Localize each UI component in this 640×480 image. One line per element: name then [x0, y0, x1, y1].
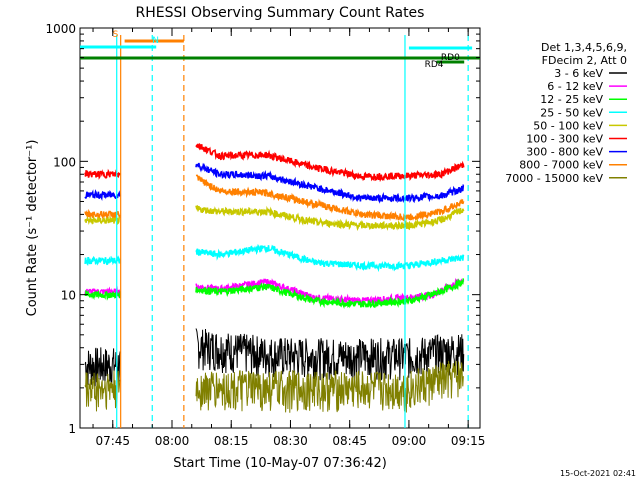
x-axis-label: Start Time (10-May-07 07:36:42) — [173, 456, 387, 471]
y-tick-label: 1 — [68, 422, 76, 436]
series-line — [84, 189, 121, 201]
footer-timestamp: 15-Oct-2021 02:41 — [560, 469, 636, 478]
legend-entry-label: 300 - 800 keV — [526, 146, 603, 159]
y-tick-label: 10 — [61, 289, 76, 303]
x-tick-label: 08:30 — [273, 434, 308, 448]
flag-label: S — [113, 30, 119, 40]
legend-entry-label: 7000 - 15000 keV — [505, 172, 603, 185]
series-line — [195, 360, 465, 413]
legend-entry-label: 800 - 7000 keV — [519, 159, 603, 172]
flag-label: RD0 — [441, 53, 460, 63]
flag-label: RD4 — [425, 60, 444, 70]
y-tick-label: 1000 — [45, 22, 76, 36]
legend-entry-label: 50 - 100 keV — [533, 119, 603, 132]
x-tick-label: 08:00 — [155, 434, 190, 448]
series-line — [195, 162, 465, 204]
plot-area-border — [79, 27, 481, 429]
series-line — [84, 370, 121, 412]
series-line — [84, 255, 121, 267]
series-line — [84, 168, 121, 180]
series-line — [84, 208, 121, 220]
legend-entry-label: 6 - 12 keV — [547, 80, 603, 93]
series-line — [195, 204, 465, 231]
chart-title: RHESSI Observing Summary Count Rates — [136, 5, 425, 21]
y-axis-label: Count Rate (s⁻¹ detector⁻¹) — [25, 140, 40, 317]
legend-header: Det 1,3,4,5,6,9, — [541, 41, 627, 54]
legend-header: FDecim 2, Att 0 — [542, 54, 627, 67]
series-line — [195, 174, 465, 222]
plot-frame — [79, 27, 481, 429]
x-tick-label: 08:15 — [214, 434, 249, 448]
x-tick-label: 07:45 — [95, 434, 130, 448]
series-line — [195, 142, 465, 183]
legend-entry-label: 100 - 300 keV — [526, 133, 603, 146]
legend-entry-label: 25 - 50 keV — [540, 106, 603, 119]
flag-label: N — [152, 36, 159, 46]
series-layer — [84, 142, 465, 413]
series-line — [84, 214, 121, 226]
vertical-markers — [116, 35, 469, 428]
axes: 07:45 08:00 08:15 08:30 08:45 09:00 09:15 1 10 10… — [45, 22, 485, 448]
series-line — [84, 285, 121, 298]
series-line — [195, 243, 465, 273]
x-tick-label: 09:15 — [451, 434, 486, 448]
legend: Det 1,3,4,5,6,9,FDecim 2, Att 03 - 6 keV… — [505, 41, 627, 185]
series-line — [84, 289, 121, 301]
legend-entry-label: 12 - 25 keV — [540, 93, 603, 106]
series-line — [195, 278, 465, 309]
legend-entry-label: 3 - 6 keV — [554, 67, 603, 80]
series-line — [84, 347, 121, 387]
x-tick-label: 09:00 — [392, 434, 427, 448]
x-tick-label: 08:45 — [332, 434, 367, 448]
y-tick-label: 100 — [53, 155, 76, 169]
